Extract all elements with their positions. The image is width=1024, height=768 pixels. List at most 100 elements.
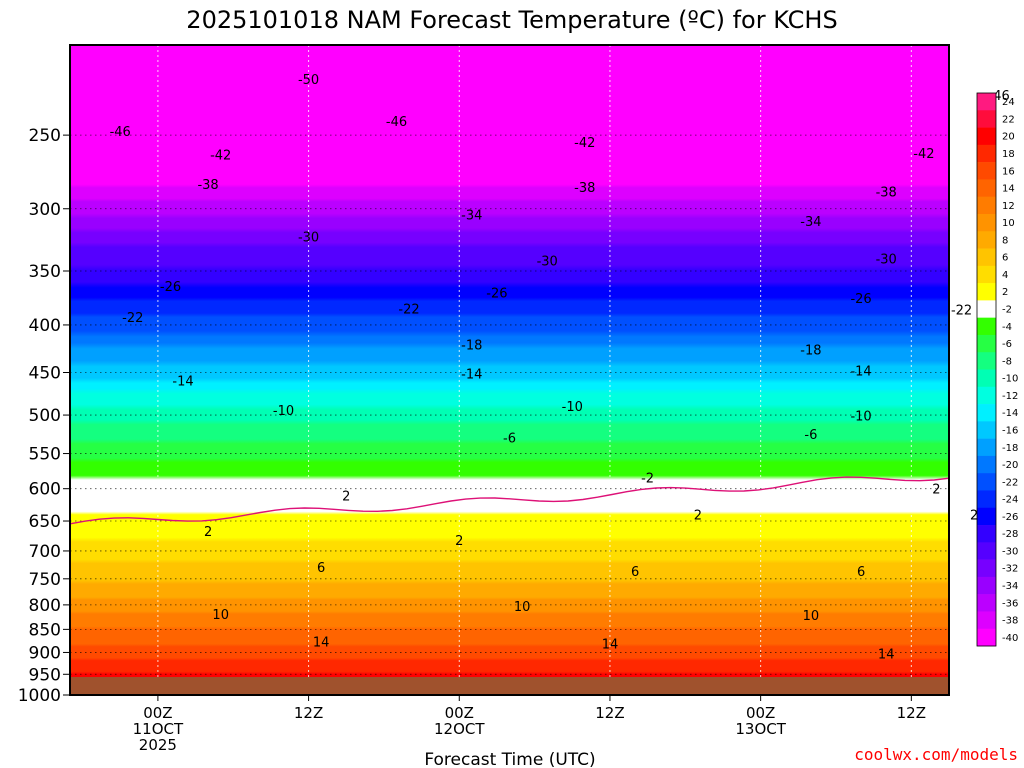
freezing-line [70,476,949,525]
credit-link[interactable]: coolwx.com/models [854,745,1018,764]
contour-label: -26 [850,292,871,307]
colorbar-swatch [977,438,996,457]
contour-label: -6 [503,432,516,447]
contour-label: 2 [970,508,978,523]
colorbar-swatch [977,265,996,284]
colorbar-swatch [977,127,996,146]
colorbar-swatch [977,248,996,267]
colorbar-swatch [977,490,996,509]
contour-label: -30 [876,252,897,267]
colorbar-label: 20 [1002,132,1015,143]
x-tick-label: 00Z [746,704,775,722]
x-tick-label: 12Z [595,704,624,722]
chart-title: 2025101018 NAM Forecast Temperature (ºC)… [186,6,837,34]
contour-label: -34 [800,215,821,230]
colorbar-label: -20 [1002,460,1018,471]
colorbar-swatch [977,231,996,249]
colorbar-label: -14 [1002,408,1018,419]
contour-label: 2 [932,482,940,497]
y-tick-label: 500 [29,406,61,426]
colorbar-swatch [977,594,996,612]
plot-frame [69,44,950,696]
contour-label: -50 [298,73,319,88]
colorbar-swatch [977,352,996,370]
colorbar-label: -18 [1002,443,1018,454]
contour-label: -38 [197,178,218,193]
colorbar-swatch [977,144,996,163]
colorbar-label: -6 [1002,339,1012,350]
colorbar-swatch [977,611,996,630]
y-tick-label: 400 [29,316,61,336]
contour-label: 6 [857,565,865,580]
contour-label: 6 [631,565,639,580]
y-tick-label: 1000 [18,686,61,706]
contour-label: -2 [641,472,654,487]
x-tick-label: 13OCT [735,720,786,738]
x-axis: 00Z11OCT202512Z00Z12OCT12Z00Z13OCT12Z00Z… [133,695,926,754]
contour-label: -30 [298,230,319,245]
contour-label: -34 [461,208,482,223]
colorbar-swatch [977,213,996,232]
colorbar-swatch [977,473,996,491]
colorbar-swatch [977,334,996,353]
colorbar-swatch [977,542,996,560]
colorbar-swatch [977,559,996,578]
colorbar-swatch [977,507,996,526]
contour-label: 14 [313,636,330,651]
colorbar-label: 12 [1002,201,1015,212]
colorbar-swatch [977,576,996,595]
colorbar-label: -4 [1002,322,1012,333]
contour-label: 6 [317,561,325,576]
colorbar-swatch [977,455,996,474]
ground-surface [70,677,949,695]
contour-label: 2 [455,534,463,549]
colorbar-label: 6 [1002,253,1008,264]
contour-label: 2 [342,490,350,505]
colorbar-swatch [977,93,996,111]
colorbar-label: -10 [1002,374,1018,385]
colorbar-swatch [977,283,996,301]
contour-label: -14 [172,374,193,389]
colorbar-swatch [977,404,996,422]
colorbar-label: -36 [1002,598,1018,609]
colorbar-label: 4 [1002,270,1008,281]
colorbar-label: 8 [1002,235,1008,246]
colorbar-label: -16 [1002,426,1018,437]
colorbar-label: 2 [1002,287,1008,298]
y-tick-label: 950 [29,665,61,685]
colorbar-label: 10 [1002,218,1015,229]
x-tick-label: 12Z [294,704,323,722]
contour-label: -42 [574,136,595,151]
x-tick-label: 00Z [143,704,172,722]
contour-label: -10 [273,404,294,419]
contour-label: -10 [562,400,583,415]
y-tick-label: 250 [29,126,61,146]
colorbar-label: -22 [1002,477,1018,488]
contour-label: 2 [694,508,702,523]
contour-label: 10 [212,608,229,623]
colorbar-swatch [977,196,996,215]
x-tick-label: 12Z [897,704,926,722]
y-tick-label: 350 [29,262,61,282]
x-axis-label: Forecast Time (UTC) [424,750,595,768]
colorbar-label: 18 [1002,149,1015,160]
contour-label: -18 [800,343,821,358]
colorbar-swatch [977,525,996,543]
colorbar-frame [976,92,997,647]
contour-label: 14 [602,638,619,653]
colorbar-label: 24 [1002,97,1015,108]
contour-label: -22 [398,303,419,318]
contour-label: -46 [386,115,407,130]
contour-label: -6 [804,428,817,443]
colorbar-label: -26 [1002,512,1018,523]
colorbar-label: -8 [1002,356,1012,367]
colorbar-swatch [977,162,996,180]
contour-label: -38 [876,185,897,200]
contour-label: -10 [850,410,871,425]
x-tick-label: 12OCT [434,720,485,738]
x-tick-label: 2025 [139,736,177,754]
colorbar-swatch [977,386,996,405]
y-tick-label: 800 [29,596,61,616]
colorbar-label: -38 [1002,616,1018,627]
